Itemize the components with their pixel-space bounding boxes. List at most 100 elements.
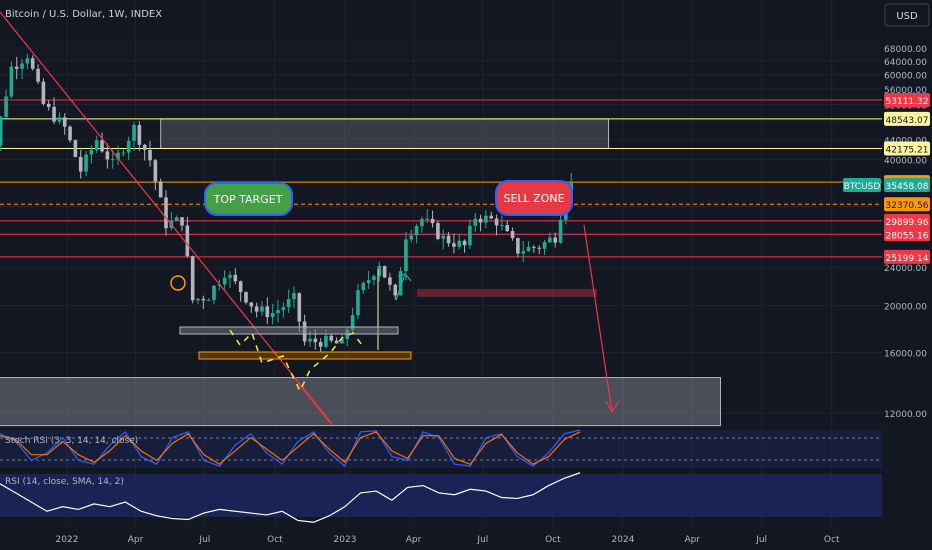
currency-button[interactable]: USD [884, 3, 930, 27]
candle-body [185, 225, 190, 257]
level-badge [884, 227, 930, 242]
candle-body [73, 140, 78, 157]
candle-body [281, 307, 286, 311]
candle-body [217, 284, 222, 286]
candle-body [441, 235, 446, 239]
support-box [179, 326, 399, 335]
price-tick-label: 20000.00 [884, 303, 927, 313]
level-badge-label: 28055.16 [886, 231, 929, 241]
candle-body [84, 154, 88, 172]
demand-box [198, 351, 412, 360]
candle-body [212, 285, 216, 300]
price-candles [0, 53, 574, 352]
time-tick-label: 2024 [612, 535, 635, 545]
candle-body [356, 290, 360, 316]
candle-body [158, 181, 163, 198]
candle-body [334, 340, 339, 344]
top-target-label: TOP TARGET [204, 182, 293, 216]
candle-body [244, 292, 248, 303]
time-tick-label: Jul [755, 535, 767, 545]
candle-body [377, 265, 382, 277]
candle-body [270, 313, 275, 318]
candle-body [297, 293, 302, 322]
resistance-box [417, 289, 597, 297]
price-axis-panel [882, 0, 932, 550]
horizontal-levels [0, 99, 882, 258]
time-tick-label: 2022 [56, 535, 79, 545]
candle-body [148, 149, 152, 161]
candle-body [414, 226, 419, 236]
candle-body [350, 315, 355, 330]
candle-body [409, 235, 414, 240]
candle-body [468, 225, 472, 246]
candle-body [526, 246, 531, 252]
level-badge-label: 32370.56 [886, 201, 929, 211]
projection-path [229, 329, 363, 393]
candle-body [9, 66, 14, 97]
candle-body [62, 117, 67, 127]
candle-body [366, 280, 371, 284]
candle-body [153, 160, 158, 182]
candle-body [196, 298, 200, 301]
candle-body [484, 215, 488, 223]
candle-body [548, 237, 552, 243]
level-badge-label: 29899.96 [886, 218, 929, 228]
candle-body [201, 298, 206, 301]
candle-body [276, 310, 280, 314]
candle-body [542, 242, 547, 249]
price-tick-label: 12000.00 [884, 410, 927, 420]
candle-body [340, 338, 344, 344]
candle-body [318, 342, 323, 347]
candle-body [126, 140, 131, 153]
time-tick-label: Oct [824, 535, 840, 545]
price-tick-label: 56000.00 [884, 86, 927, 96]
marker-circle [170, 275, 186, 291]
candle-body [180, 217, 184, 226]
candle-body [478, 218, 483, 223]
price-tick-label: 64000.00 [884, 58, 927, 68]
rsi-title: RSI (14, close, SMA, 14, 2) [5, 477, 124, 487]
candle-body [14, 66, 19, 69]
drop-arrow [297, 382, 331, 424]
chart-title: Bitcoin / U.S. Dollar, 1W, INDEX [5, 9, 162, 20]
time-tick-label: Apr [685, 535, 701, 545]
downtrend-line [0, 11, 334, 426]
top-target-text: TOP TARGET [213, 193, 283, 206]
time-tick-label: Jul [476, 535, 488, 545]
candle-body [430, 218, 435, 224]
candle-body [36, 68, 40, 82]
candle-body [452, 243, 456, 247]
stoch-rsi-title: Stoch RSI (3, 3, 14, 14, close) [5, 436, 138, 446]
breakout-arrow-line [395, 273, 406, 301]
candle-body [228, 274, 232, 278]
candle-body [372, 276, 376, 281]
time-tick-label: Jul [198, 535, 210, 545]
candle-body [110, 159, 115, 161]
price-zone [0, 377, 721, 427]
time-tick-label: Oct [545, 535, 561, 545]
candle-body [249, 302, 254, 307]
candle-body [174, 217, 179, 221]
price-tick-label: 40000.00 [884, 157, 927, 167]
level-badge-label: 25199.14 [886, 254, 929, 264]
stoch-band [0, 430, 882, 468]
candle-body [425, 218, 430, 220]
candle-body [446, 235, 451, 244]
candle-body [404, 239, 408, 272]
candle-body [164, 197, 168, 229]
candle-body [254, 306, 259, 312]
candle-body [313, 338, 318, 343]
candle-body [521, 251, 526, 254]
candle-body [260, 306, 264, 312]
candle-body [41, 81, 46, 104]
time-axis[interactable]: 2022 Apr Jul Oct 2023 Apr Jul Oct 2024 Apr Jul Oct [56, 535, 840, 545]
candle-body [94, 140, 99, 150]
candle-body [505, 225, 510, 232]
stoch-d-line [0, 431, 581, 465]
price-badges: 53111.3248543.0742175.2135945.7732370.56… [843, 92, 930, 264]
candle-body [238, 281, 243, 293]
candle-body [57, 117, 62, 122]
candle-body [137, 124, 142, 145]
candle-body [500, 225, 504, 227]
